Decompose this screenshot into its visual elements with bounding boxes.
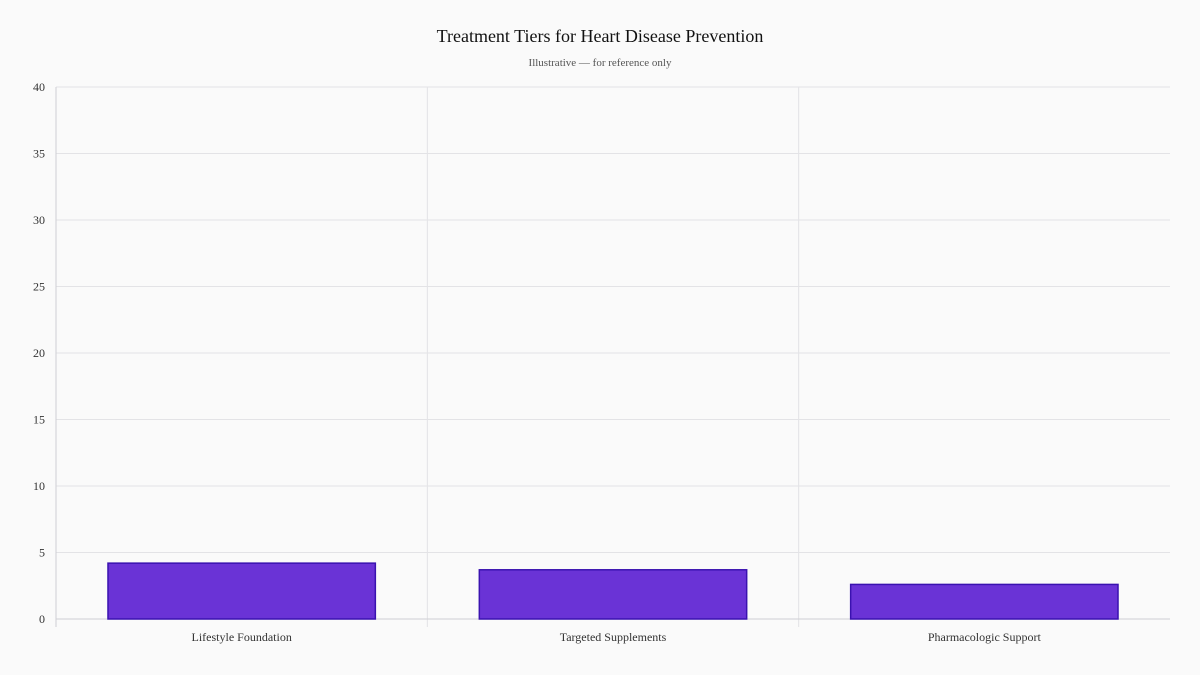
bar-pharmacologic-support [849,583,1119,620]
x-category-label: Pharmacologic Support [928,630,1042,644]
y-tick-label: 30 [33,213,45,227]
x-category-label: Lifestyle Foundation [192,630,292,644]
bar-lifestyle-foundation [107,562,377,620]
y-tick-label: 5 [39,546,45,560]
chart-title: Treatment Tiers for Heart Disease Preven… [436,26,764,46]
y-tick-label: 35 [33,147,45,161]
y-tick-label: 20 [33,346,45,360]
x-category-label: Targeted Supplements [560,630,667,644]
y-tick-label: 10 [33,479,45,493]
y-tick-label: 0 [39,612,45,626]
y-tick-label: 15 [33,413,45,427]
bar-targeted-supplements [478,569,748,620]
chart-subtitle: Illustrative — for reference only [528,57,672,69]
y-tick-label: 25 [33,280,45,294]
y-tick-label: 40 [33,80,45,94]
